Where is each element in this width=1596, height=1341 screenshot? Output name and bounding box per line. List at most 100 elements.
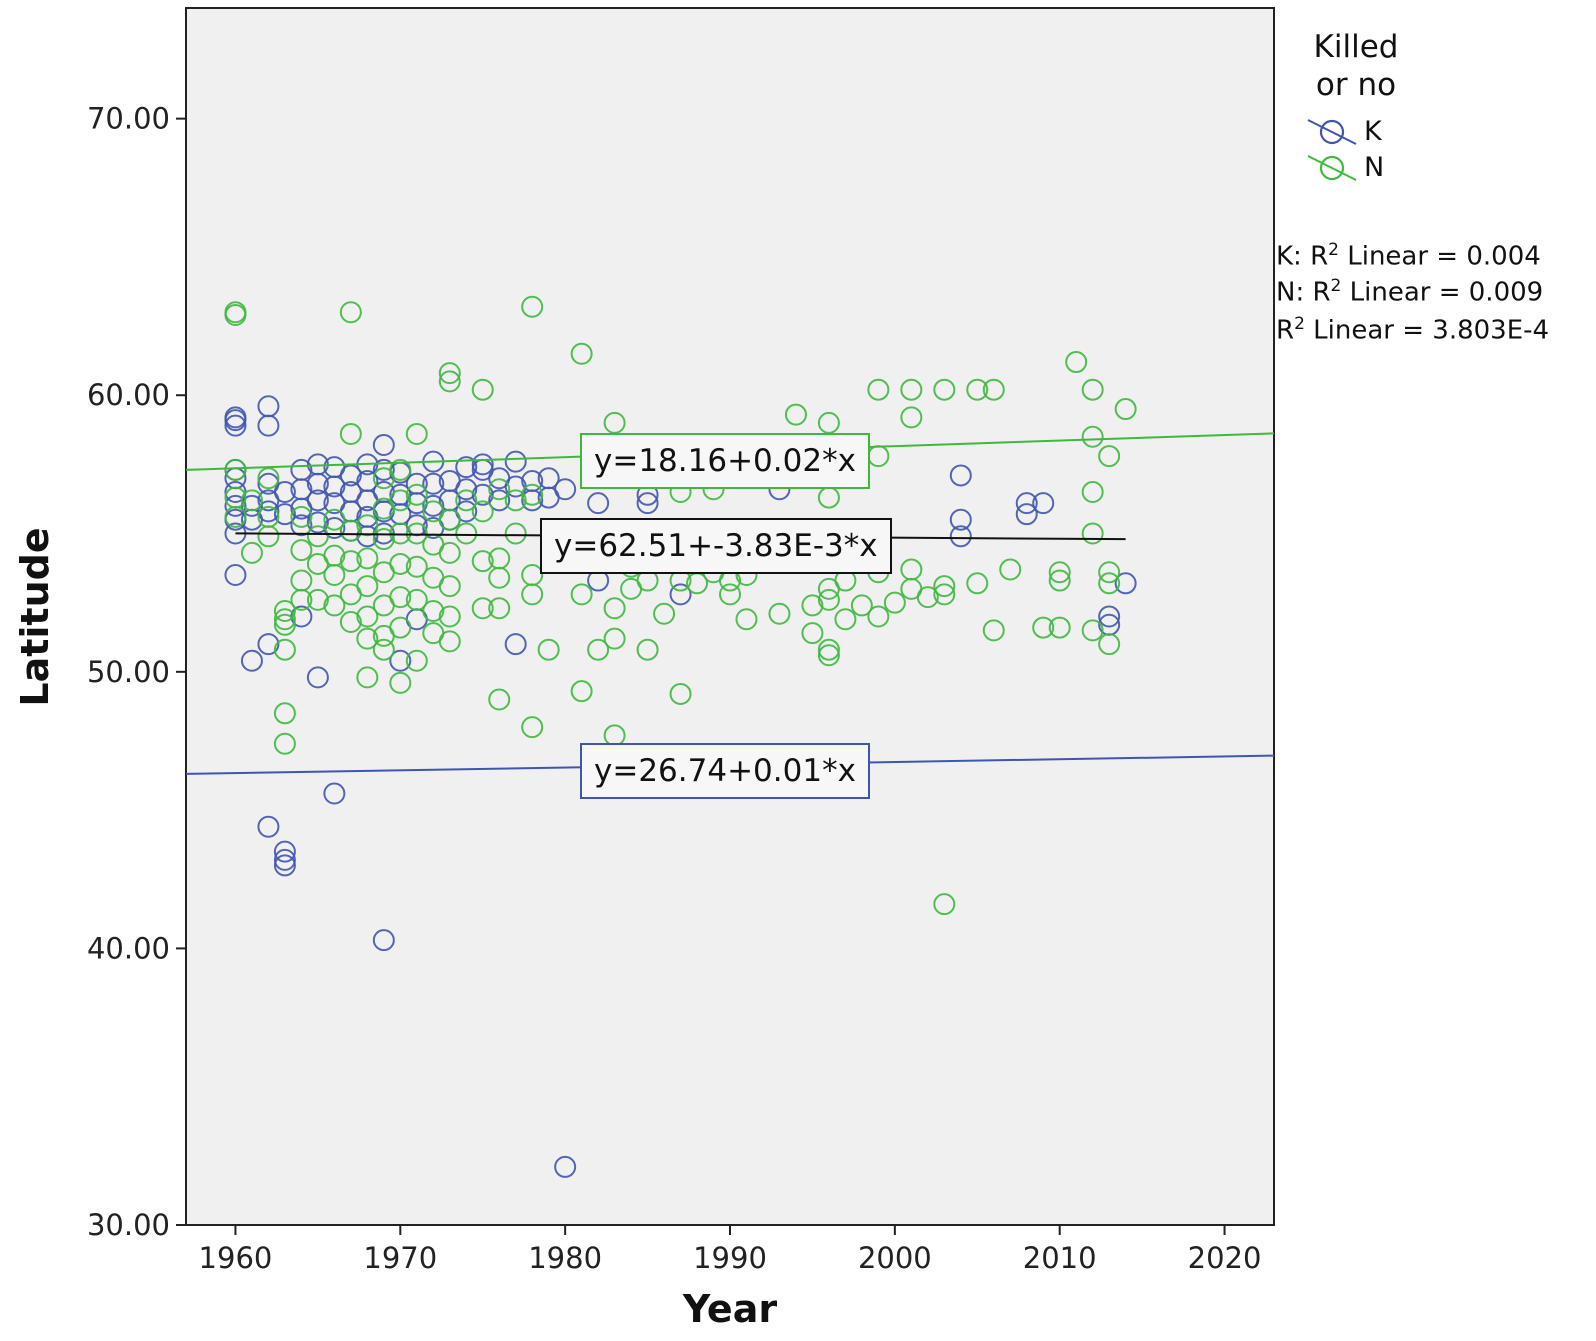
- data-point-n: [471, 500, 494, 523]
- data-point-n: [290, 505, 313, 528]
- data-point-n: [900, 406, 923, 429]
- data-point-k: [273, 854, 296, 877]
- data-point-k: [1032, 492, 1055, 515]
- data-point-n: [405, 483, 428, 506]
- x-tick-label: 1980: [528, 1241, 602, 1275]
- data-point-n: [817, 638, 840, 661]
- data-point-n: [438, 370, 461, 393]
- data-point-n: [867, 605, 890, 628]
- y-axis-title: Latitude: [13, 527, 57, 706]
- data-point-n: [587, 638, 610, 661]
- data-point-k: [224, 564, 247, 587]
- data-point-n: [1032, 616, 1055, 639]
- data-point-k: [290, 514, 313, 537]
- x-axis-title: Year: [682, 1287, 777, 1331]
- x-tick-label: 1970: [363, 1241, 437, 1275]
- data-point-k: [273, 481, 296, 504]
- data-point-n: [389, 458, 412, 481]
- r2-total: R2 Linear = 3.803E-4: [1276, 314, 1550, 346]
- legend-title-line1: Killed: [1313, 29, 1399, 65]
- data-point-n: [488, 597, 511, 620]
- data-point-n: [603, 627, 626, 650]
- data-point-n: [603, 597, 626, 620]
- data-point-n: [405, 555, 428, 578]
- data-point-n: [422, 599, 445, 622]
- data-point-n: [834, 608, 857, 631]
- data-point-n: [1065, 351, 1088, 374]
- y-tick-label: 60.00: [87, 378, 170, 412]
- data-point-k: [471, 483, 494, 506]
- data-point-n: [521, 716, 544, 739]
- data-point-n: [290, 588, 313, 611]
- y-tick-label: 30.00: [87, 1208, 170, 1242]
- data-point-n: [488, 478, 511, 501]
- data-point-n: [273, 638, 296, 661]
- data-point-n: [339, 611, 362, 634]
- data-point-n: [339, 550, 362, 573]
- data-point-n: [900, 378, 923, 401]
- x-tick-label: 1960: [199, 1241, 273, 1275]
- data-point-n: [1081, 481, 1104, 504]
- legend-marker-k-icon: [1307, 119, 1357, 145]
- data-point-k: [273, 503, 296, 526]
- data-point-n: [850, 594, 873, 617]
- data-point-n: [389, 489, 412, 512]
- data-point-k: [521, 489, 544, 512]
- data-point-n: [488, 566, 511, 589]
- legend-marker-n-icon: [1307, 155, 1357, 181]
- data-point-k: [372, 929, 395, 952]
- data-point-n: [339, 422, 362, 445]
- data-point-n: [224, 505, 247, 528]
- data-point-n: [966, 378, 989, 401]
- data-point-k: [504, 633, 527, 656]
- data-point-n: [735, 608, 758, 631]
- data-point-n: [257, 525, 280, 548]
- plot-area: [185, 7, 1275, 1226]
- data-point-n: [1048, 569, 1071, 592]
- data-point-n: [521, 583, 544, 606]
- data-point-n: [982, 378, 1005, 401]
- data-point-n: [356, 547, 379, 570]
- data-point-n: [323, 594, 346, 617]
- data-point-n: [339, 519, 362, 542]
- data-point-k: [1114, 572, 1137, 595]
- data-point-k: [422, 472, 445, 495]
- data-point-k: [1015, 492, 1038, 515]
- data-point-n: [537, 638, 560, 661]
- data-point-n: [1081, 425, 1104, 448]
- data-point-k: [339, 464, 362, 487]
- data-point-n: [389, 552, 412, 575]
- data-point-n: [1098, 561, 1121, 584]
- data-point-k: [587, 492, 610, 515]
- data-point-k: [389, 649, 412, 672]
- data-point-k: [554, 478, 577, 501]
- data-point-n: [471, 550, 494, 573]
- data-point-n: [504, 522, 527, 545]
- x-tick-label: 2010: [1023, 1241, 1097, 1275]
- data-point-n: [323, 564, 346, 587]
- legend-item-n: N: [1306, 152, 1384, 184]
- data-point-k: [554, 1155, 577, 1178]
- data-point-k: [306, 489, 329, 512]
- data-point-n: [1114, 398, 1137, 421]
- data-point-n: [273, 608, 296, 631]
- data-point-n: [521, 483, 544, 506]
- axes: 1960 1970 1980 1990 2000 2010 2020 30.00 40.00 50…: [87, 102, 1261, 1275]
- legend-title: Killed or no: [1296, 28, 1416, 104]
- data-point-k: [949, 464, 972, 487]
- data-point-n: [570, 342, 593, 365]
- data-point-k: [257, 500, 280, 523]
- y-tick-label: 40.00: [87, 931, 170, 965]
- data-point-n: [1098, 633, 1121, 656]
- data-point-n: [883, 591, 906, 614]
- data-point-n: [290, 539, 313, 562]
- data-point-k: [455, 456, 478, 479]
- data-point-n: [455, 489, 478, 512]
- r2-k: K: R2 Linear = 0.004: [1276, 240, 1541, 272]
- data-point-k: [273, 840, 296, 863]
- equation-label-k: y=26.74+0.01*x: [580, 743, 870, 799]
- data-point-n: [603, 411, 626, 434]
- data-point-n: [273, 613, 296, 636]
- data-point-n: [982, 619, 1005, 642]
- data-point-n: [966, 572, 989, 595]
